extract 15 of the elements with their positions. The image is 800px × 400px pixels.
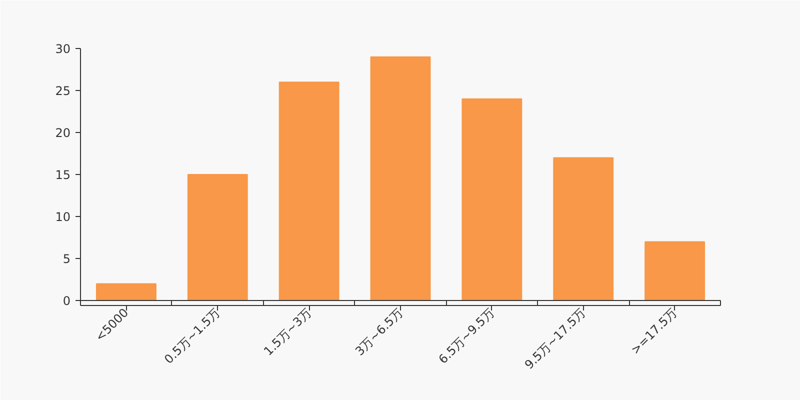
y-tick-label: 5 (62, 252, 71, 266)
bar (278, 82, 340, 300)
y-tick-label: 20 (55, 126, 71, 140)
x-tick-label: 1.5万~3万 (261, 306, 314, 358)
y-tick-label: 30 (55, 42, 71, 56)
bar (96, 283, 156, 300)
bar (187, 174, 248, 300)
bar (370, 56, 431, 300)
bar (462, 98, 522, 300)
y-tick-label: 0 (62, 294, 71, 308)
bar (553, 157, 614, 300)
bar (644, 241, 705, 300)
y-tick-label: 15 (55, 168, 71, 182)
y-tick-label: 25 (55, 84, 71, 98)
y-tick-label: 10 (55, 210, 71, 224)
